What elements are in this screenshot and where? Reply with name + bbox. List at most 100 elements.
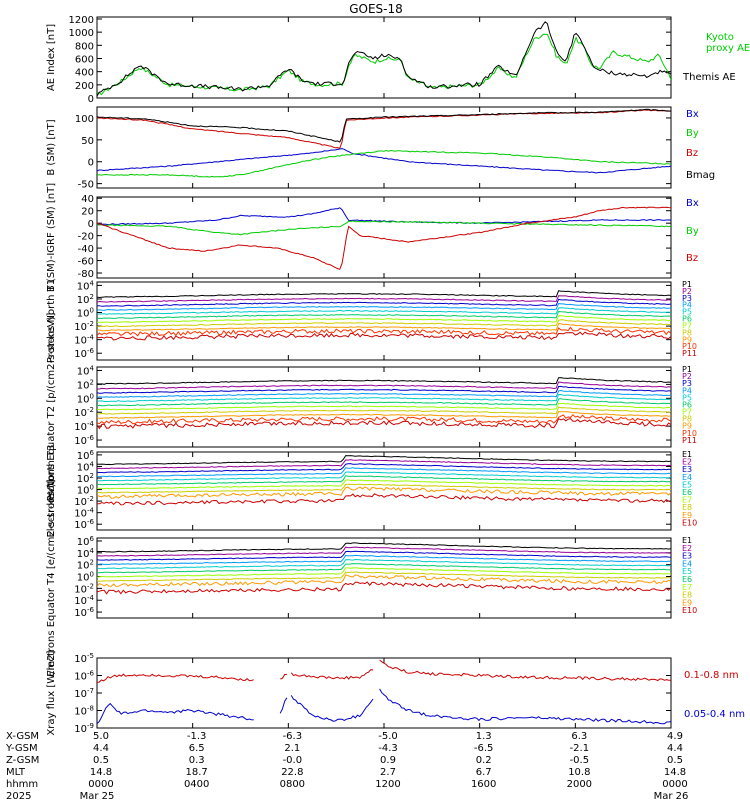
ephemeris-value: 6.5 xyxy=(189,743,205,754)
ephemeris-value: 6.3 xyxy=(571,731,587,742)
channel-line-e4 xyxy=(97,554,671,566)
ephemeris-value: 0.5 xyxy=(93,755,109,766)
channel-label: P5 xyxy=(682,308,692,317)
channel-label: P2 xyxy=(682,372,692,381)
y-tick-label: 100 xyxy=(75,114,94,125)
channel-label: P9 xyxy=(682,422,692,431)
panel-8: 10-9 10-8 10-7 10-6 10-5 Xray flux [W/m2] 0.1-… xyxy=(46,650,745,735)
ephemeris-value: -5.0 xyxy=(378,731,398,742)
channel-label: P4 xyxy=(682,301,692,310)
channel-label: E5 xyxy=(682,567,692,576)
ephemeris-value: 0000 xyxy=(88,779,113,790)
y-axis-label: AE Index [nT] xyxy=(46,24,57,91)
y-tick-label: 50 xyxy=(81,136,94,147)
channel-label: E7 xyxy=(682,583,692,592)
channel-label: P11 xyxy=(682,436,697,445)
ephemeris-value: 0.2 xyxy=(476,755,492,766)
series-line-1 xyxy=(97,148,671,174)
channel-line-p3 xyxy=(97,385,671,394)
channel-label: E9 xyxy=(682,598,692,607)
channel-line-p4 xyxy=(97,389,671,398)
ephemeris-value: -6.3 xyxy=(283,731,303,742)
channel-label: P11 xyxy=(682,349,697,358)
panel-3: -80-60 -40-20 020 40 B (SM)-IGRF (SM) [nT] Bx… xyxy=(46,183,699,292)
channel-line-e9 xyxy=(97,574,671,587)
legend-label: Bz xyxy=(686,148,698,159)
ephemeris-value: 18.7 xyxy=(186,767,208,778)
channel-line-e6 xyxy=(97,475,671,486)
ephemeris-row-label: Y-GSM xyxy=(5,743,38,754)
y-tick-label: 102 xyxy=(77,378,94,391)
ephemeris-value: 0800 xyxy=(280,779,305,790)
legend-label: By xyxy=(686,128,699,139)
series-line-3 xyxy=(97,109,671,149)
y-tick-label: -20 xyxy=(78,232,94,243)
y-tick-label: 10-6 xyxy=(74,434,94,447)
channel-line-e10 xyxy=(97,581,671,595)
channel-line-e5 xyxy=(97,471,671,482)
y-tick-label: 10-6 xyxy=(74,518,94,531)
channel-line-e1 xyxy=(97,455,671,466)
legend-label: 0.05-0.4 nm xyxy=(684,709,745,720)
channel-label: E6 xyxy=(682,575,692,584)
y-tick-label: 10-2 xyxy=(74,406,94,419)
ephemeris-row-label: hhmm xyxy=(6,779,38,790)
channel-line-e10 xyxy=(97,493,671,506)
series-line-2 xyxy=(97,688,671,725)
series-line-2 xyxy=(97,21,671,97)
y-axis-label: B (SM) [nT] xyxy=(46,119,57,175)
channel-line-p8 xyxy=(97,319,671,328)
channel-label: E1 xyxy=(682,450,692,459)
channel-line-e6 xyxy=(97,563,671,574)
legend-label: 0.1-0.8 nm xyxy=(684,670,739,681)
ephemeris-value: 1200 xyxy=(375,779,400,790)
y-axis-label: Protons Equator T2 [p/(cm2-s-sr-keV)] xyxy=(46,312,57,501)
panel-frame xyxy=(96,657,672,729)
channel-label: E10 xyxy=(682,606,697,615)
ephemeris-row-label: Z-GSM xyxy=(6,755,39,766)
ephemeris-value: 4.4 xyxy=(93,743,109,754)
y-tick-label: 40 xyxy=(81,194,94,205)
ephemeris-value: 0.5 xyxy=(667,755,683,766)
ephemeris-value: -6.5 xyxy=(474,743,494,754)
panel-2: -50 0 50 100 B (SM) [nT] Bx By Bz Bmag xyxy=(46,106,715,191)
ephemeris-value: -1.3 xyxy=(187,731,207,742)
y-axis-label: Protons North T1 xyxy=(46,279,57,363)
channel-line-p5 xyxy=(97,307,671,315)
ephemeris-value: 0400 xyxy=(184,779,209,790)
y-axis-label: B (SM)-IGRF (SM) [nT] xyxy=(46,183,57,292)
panel-frame xyxy=(96,106,672,189)
channel-line-e5 xyxy=(97,558,671,570)
channel-label: P3 xyxy=(682,379,692,388)
ephemeris-value: 0.3 xyxy=(189,755,205,766)
channel-line-e8 xyxy=(97,571,671,582)
year-label: 2025 xyxy=(6,791,31,800)
channel-label: E1 xyxy=(682,536,692,545)
channel-label: P3 xyxy=(682,294,692,303)
channel-label: P9 xyxy=(682,335,692,344)
y-tick-label: 10-4 xyxy=(74,420,94,433)
channel-label: E8 xyxy=(682,503,692,512)
series-line-2 xyxy=(97,149,671,178)
channel-line-p2 xyxy=(97,295,671,303)
channel-line-p6 xyxy=(97,398,671,407)
channel-line-e2 xyxy=(97,459,671,470)
channel-line-e4 xyxy=(97,467,671,478)
start-date-label: Mar 25 xyxy=(80,791,115,800)
y-tick-label: 0 xyxy=(88,158,94,169)
ephemeris-value: 6.7 xyxy=(476,767,492,778)
channel-line-p3 xyxy=(97,298,671,307)
legend-label: Bx xyxy=(686,109,699,120)
y-tick-label: 10-5 xyxy=(74,652,94,665)
y-tick-label: 10-6 xyxy=(74,670,94,683)
end-date-label: Mar 26 xyxy=(654,791,689,800)
y-tick-label: -60 xyxy=(78,257,94,268)
legend-label: Bmag xyxy=(686,170,715,181)
channel-line-p2 xyxy=(97,381,671,390)
channel-label: E2 xyxy=(682,458,692,467)
channel-line-p6 xyxy=(97,310,671,320)
ephemeris-value: -0.0 xyxy=(283,755,303,766)
ephemeris-value: -4.3 xyxy=(378,743,398,754)
channel-label: P8 xyxy=(682,328,692,337)
